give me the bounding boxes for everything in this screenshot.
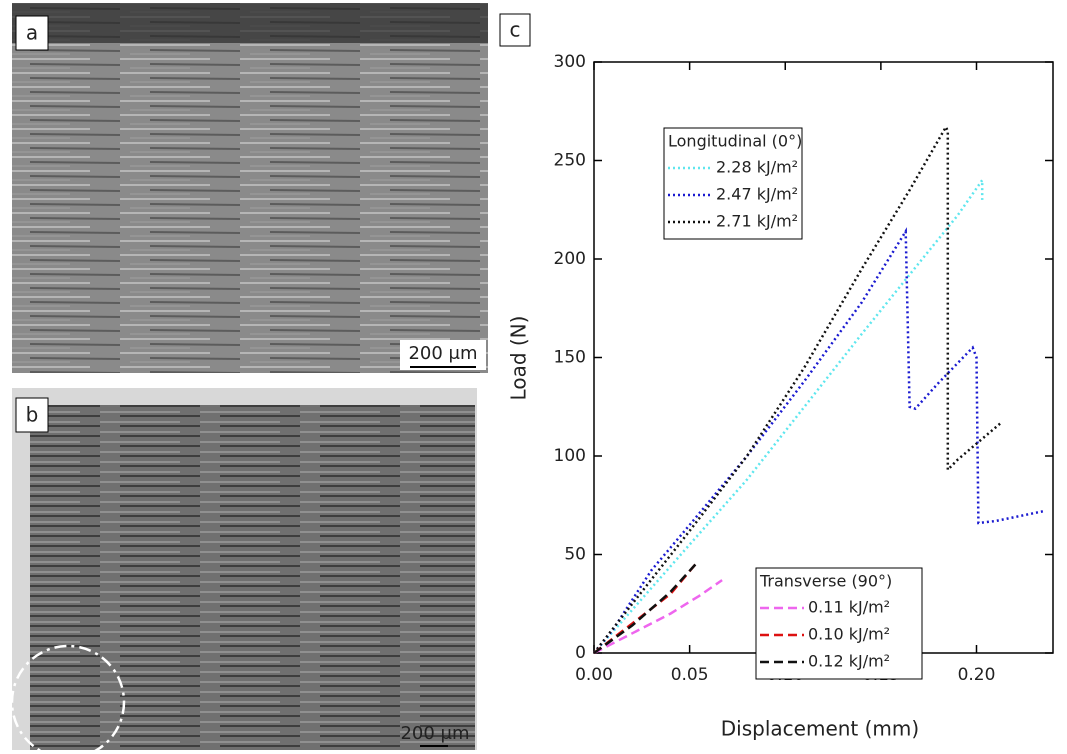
y-tick-label: 100	[554, 446, 586, 466]
legend-label: 0.12 kJ/m²	[808, 652, 890, 671]
highlight-circle	[10, 644, 126, 754]
legend-label: 0.10 kJ/m²	[808, 625, 890, 644]
image-shade	[12, 3, 488, 43]
series-line	[593, 124, 1003, 654]
series-line	[593, 176, 984, 654]
series-line	[593, 579, 723, 655]
legend-label: 2.28 kJ/m²	[716, 158, 798, 177]
sem-image	[30, 405, 475, 750]
y-axis-label: Load (N)	[507, 316, 531, 401]
series-line	[593, 563, 697, 654]
scale-bar-label: 200 μm	[408, 343, 477, 364]
y-tick-label: 150	[554, 348, 586, 368]
y-tick-label: 0	[575, 643, 586, 663]
series-line	[593, 227, 1044, 654]
y-tick-label: 50	[564, 545, 586, 565]
plot-frame	[593, 61, 1054, 654]
y-tick-label: 200	[554, 249, 586, 269]
panel-b: b 200 μm	[10, 388, 477, 754]
y-tick-label: 300	[554, 52, 586, 72]
x-axis-label: Displacement (mm)	[721, 717, 919, 741]
panel-label: c	[510, 18, 521, 42]
series-line	[593, 561, 699, 655]
x-tick-label: 0.20	[958, 665, 996, 685]
x-tick-label: 0.00	[575, 665, 613, 685]
panel-a: a 200 μm	[12, 3, 488, 373]
panel-label: b	[26, 403, 39, 427]
panel-label-box	[499, 13, 531, 47]
legend-title: Transverse (90°)	[759, 572, 892, 591]
legend-label: 2.47 kJ/m²	[716, 185, 798, 204]
panel-label: a	[26, 21, 38, 45]
scale-bar-label: 200 μm	[400, 723, 469, 744]
y-tick-label: 250	[554, 151, 586, 171]
x-tick-label: 0.05	[671, 665, 709, 685]
legend-box	[663, 127, 803, 240]
legend-title: Longitudinal (0°)	[668, 132, 802, 151]
scale-bar-box	[400, 340, 486, 370]
sem-image	[12, 3, 488, 373]
legend-box	[755, 567, 923, 680]
panel-label-box	[15, 15, 49, 51]
legend-label: 2.71 kJ/m²	[716, 212, 798, 231]
panel-label-box	[15, 397, 49, 433]
legend-label: 0.11 kJ/m²	[808, 598, 890, 617]
